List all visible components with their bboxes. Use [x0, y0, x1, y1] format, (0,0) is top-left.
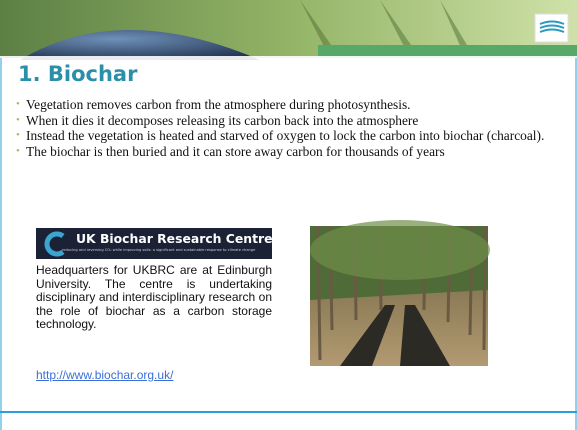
website-link[interactable]: http://www.biochar.org.uk/	[36, 368, 173, 382]
photo-ground	[310, 290, 488, 366]
logo-tagline: reducing and reversing CO₂ while improvi…	[62, 248, 255, 252]
logo-name: UK Biochar Research Centre	[76, 231, 273, 246]
logo-mark	[41, 229, 71, 259]
bullet: Instead the vegetation is heated and sta…	[16, 128, 566, 144]
bullet: The biochar is then buried and it can st…	[16, 144, 566, 160]
slide-title: 1. Biochar	[18, 62, 137, 86]
photo-foliage	[310, 220, 490, 280]
bullet: Vegetation removes carbon from the atmos…	[16, 97, 566, 113]
slide: 1. Biochar Vegetation removes carbon fro…	[0, 0, 577, 430]
photo	[310, 220, 490, 366]
bullet-list: Vegetation removes carbon from the atmos…	[16, 97, 566, 159]
bullet: When it dies it decomposes releasing its…	[16, 113, 566, 129]
header-edge	[0, 56, 577, 60]
description: Headquarters for UKBRC are at Edinburgh …	[36, 264, 272, 332]
ukbrc-logo: UK Biochar Research Centre reducing and …	[36, 228, 272, 259]
